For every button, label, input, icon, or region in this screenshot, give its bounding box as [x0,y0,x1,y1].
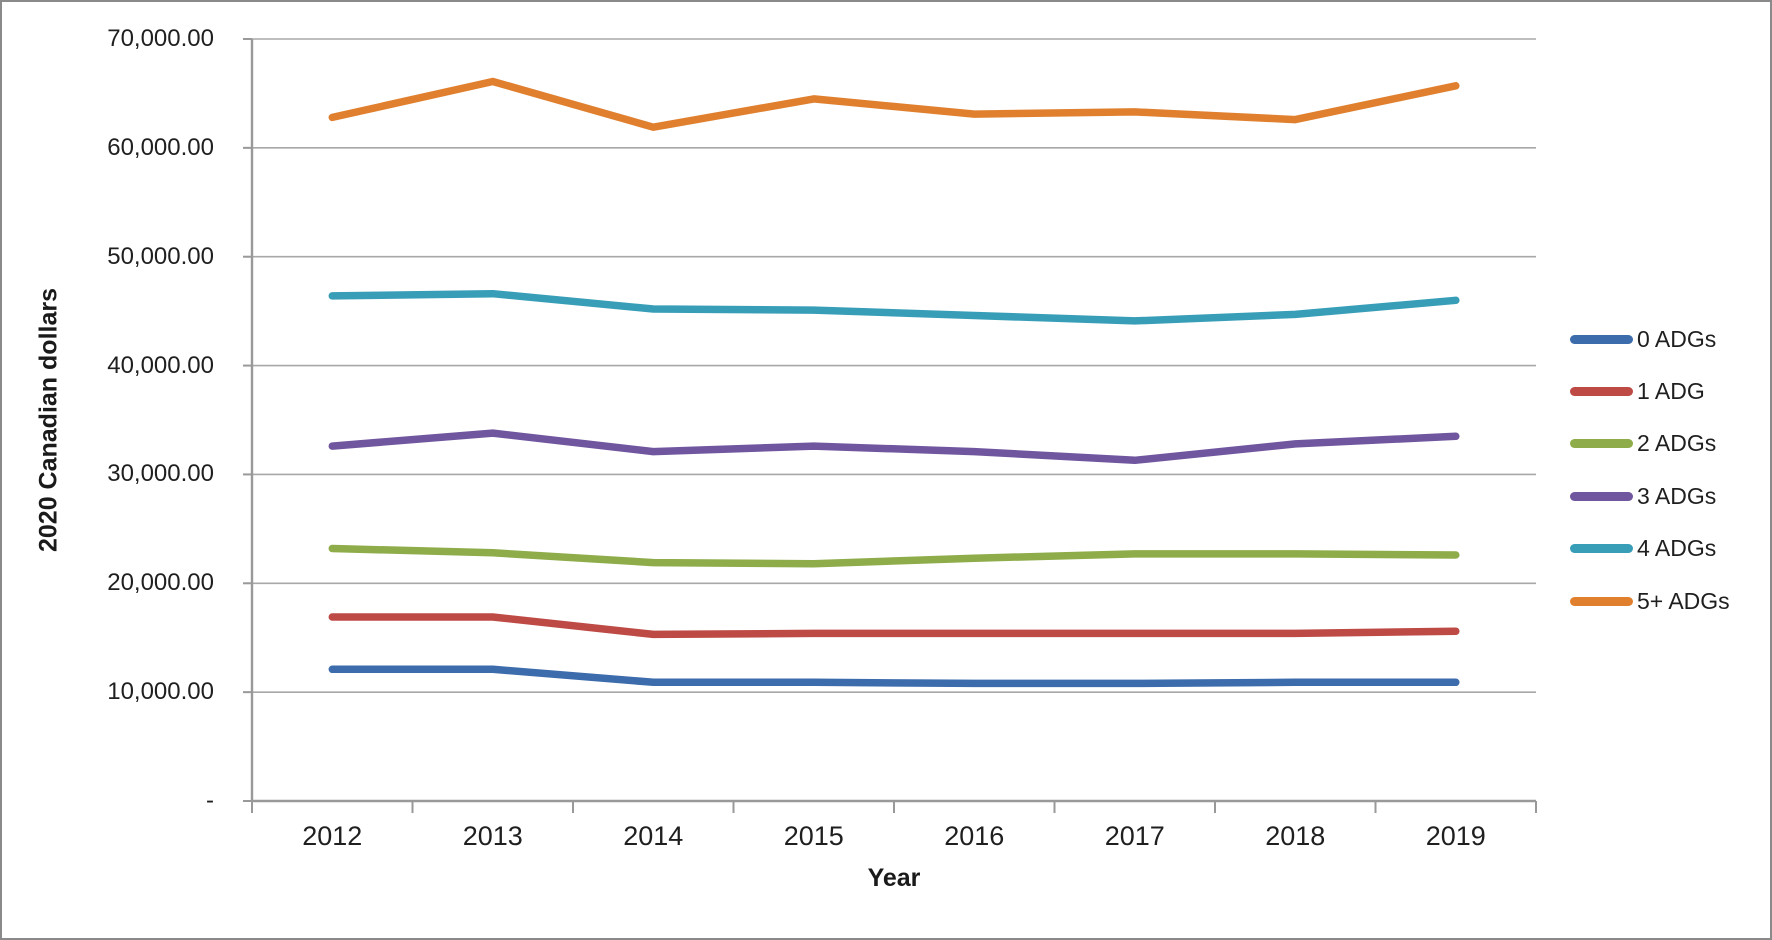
y-axis-title: 2020 Canadian dollars [34,287,63,553]
legend-item: 2 ADGs [1570,429,1716,459]
y-tick-label: 30,000.00 [107,460,214,488]
legend-item: 5+ ADGs [1570,586,1730,616]
legend-swatch [1570,386,1633,396]
series-line-4-adgs [328,289,1460,325]
legend-label: 0 ADGs [1637,325,1717,352]
series-line-1-adg [328,613,1460,639]
legend-label: 2 ADGs [1637,430,1717,457]
x-tick-label: 2013 [462,821,523,851]
series-line-3-adgs [328,429,1460,465]
series-line-0-adgs [328,665,1460,688]
y-tick-label: 60,000.00 [107,133,214,161]
legend-item: 0 ADGs [1570,324,1716,354]
y-tick-label: 50,000.00 [107,242,214,270]
legend-swatch [1570,439,1633,449]
x-tick-label: 2015 [783,821,844,851]
y-tick-label: 20,000.00 [107,569,214,597]
x-tick-label: 2019 [1425,821,1486,851]
x-tick-label: 2012 [302,821,363,851]
legend-label: 1 ADG [1637,377,1705,404]
legend-swatch [1570,334,1633,344]
legend-label: 5+ ADGs [1637,587,1730,614]
legend-item: 1 ADG [1570,376,1705,406]
legend-swatch [1570,544,1633,554]
y-tick-label: - [206,787,214,814]
series-line-5+-adgs [328,77,1460,131]
x-tick-label: 2018 [1265,821,1326,851]
legend-item: 3 ADGs [1570,481,1716,511]
legend-item: 4 ADGs [1570,534,1716,564]
legend-label: 4 ADGs [1637,535,1717,562]
y-tick-label: 70,000.00 [107,25,214,52]
x-tick-label: 2016 [944,821,1005,851]
legend-label: 3 ADGs [1637,482,1717,509]
x-axis-title: Year [867,864,921,892]
series-line-2-adgs [328,544,1460,568]
legend-swatch [1570,491,1633,501]
legend-swatch [1570,596,1633,606]
y-tick-label: 10,000.00 [107,678,214,706]
y-tick-label: 40,000.00 [107,351,214,379]
x-tick-label: 2017 [1104,821,1165,851]
x-tick-label: 2014 [623,821,684,851]
